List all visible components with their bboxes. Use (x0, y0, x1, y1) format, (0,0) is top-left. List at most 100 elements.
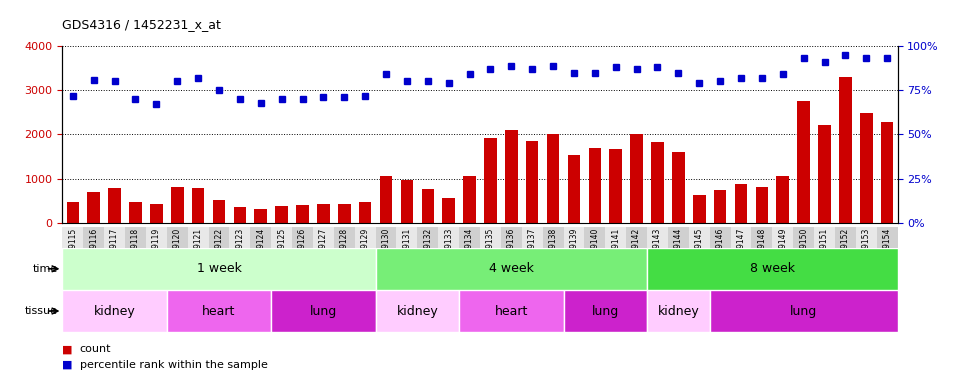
Bar (777, 176, 789, 223)
Text: GSM949144: GSM949144 (674, 228, 683, 274)
Bar (62, 227, 84, 250)
Bar (709, 227, 731, 250)
Bar (731, 227, 752, 250)
Text: GSM949146: GSM949146 (715, 228, 725, 274)
Text: GSM949153: GSM949153 (862, 228, 871, 274)
Text: GSM949127: GSM949127 (319, 228, 328, 274)
Bar (380, 176, 393, 223)
Text: kidney: kidney (658, 305, 699, 318)
Text: GSM949117: GSM949117 (110, 228, 119, 274)
Bar (839, 76, 852, 223)
Text: kidney: kidney (94, 305, 135, 318)
Bar (62, 290, 167, 332)
Bar (567, 155, 580, 223)
Bar (631, 134, 643, 223)
Text: GSM949136: GSM949136 (507, 228, 516, 274)
Text: GSM949115: GSM949115 (68, 228, 78, 274)
Text: GSM949129: GSM949129 (361, 228, 370, 274)
Text: GSM949122: GSM949122 (214, 228, 224, 274)
Text: percentile rank within the sample: percentile rank within the sample (80, 360, 268, 370)
Bar (167, 227, 188, 250)
Bar (501, 227, 522, 250)
Bar (672, 152, 684, 223)
Text: GSM949120: GSM949120 (173, 228, 181, 274)
Text: kidney: kidney (396, 305, 438, 318)
Text: 1 week: 1 week (197, 262, 241, 275)
Bar (87, 192, 100, 223)
Bar (459, 227, 480, 250)
Bar (480, 227, 501, 250)
Bar (526, 141, 539, 223)
Bar (359, 202, 372, 223)
Text: GSM949148: GSM949148 (757, 228, 766, 274)
Text: GSM949121: GSM949121 (194, 228, 203, 274)
Text: GSM949131: GSM949131 (402, 228, 412, 274)
Bar (125, 227, 146, 250)
Bar (505, 130, 517, 223)
Bar (693, 195, 706, 223)
Text: GSM949149: GSM949149 (779, 228, 787, 274)
Text: GSM949116: GSM949116 (89, 228, 98, 274)
Bar (756, 187, 768, 223)
Text: GSM949154: GSM949154 (882, 228, 892, 274)
Bar (564, 290, 647, 332)
Text: time: time (33, 264, 58, 274)
Bar (272, 227, 292, 250)
Bar (313, 227, 334, 250)
Text: GSM949130: GSM949130 (381, 228, 391, 274)
Bar (856, 227, 876, 250)
Text: tissue: tissue (25, 306, 58, 316)
Bar (297, 205, 309, 223)
Bar (668, 227, 689, 250)
Bar (835, 227, 856, 250)
Bar (108, 188, 121, 223)
Bar (272, 290, 375, 332)
Text: GSM949134: GSM949134 (465, 228, 474, 274)
Bar (647, 227, 668, 250)
Bar (734, 184, 747, 223)
Bar (522, 227, 542, 250)
Bar (814, 227, 835, 250)
Bar (881, 122, 894, 223)
Bar (818, 125, 830, 223)
Bar (418, 227, 438, 250)
Text: GSM949142: GSM949142 (632, 228, 641, 274)
Text: GSM949119: GSM949119 (152, 228, 161, 274)
Bar (375, 248, 647, 290)
Text: GSM949141: GSM949141 (612, 228, 620, 274)
Text: lung: lung (310, 305, 337, 318)
Text: GSM949125: GSM949125 (277, 228, 286, 274)
Bar (647, 248, 898, 290)
Bar (192, 188, 204, 223)
Text: 4 week: 4 week (489, 262, 534, 275)
Bar (254, 209, 267, 223)
Text: GSM949139: GSM949139 (569, 228, 579, 274)
Bar (375, 290, 459, 332)
Bar (585, 227, 606, 250)
Bar (130, 202, 142, 223)
Text: GSM949150: GSM949150 (799, 228, 808, 274)
Bar (84, 227, 104, 250)
Bar (564, 227, 585, 250)
Text: GDS4316 / 1452231_x_at: GDS4316 / 1452231_x_at (62, 18, 221, 31)
Bar (464, 176, 476, 223)
Text: GSM949145: GSM949145 (695, 228, 704, 274)
Bar (860, 113, 873, 223)
Bar (167, 290, 272, 332)
Bar (421, 189, 434, 223)
Bar (276, 206, 288, 223)
Bar (752, 227, 773, 250)
Bar (547, 134, 560, 223)
Text: ■: ■ (62, 344, 73, 354)
Text: GSM949126: GSM949126 (298, 228, 307, 274)
Text: count: count (80, 344, 111, 354)
Text: GSM949132: GSM949132 (423, 228, 432, 274)
Bar (146, 227, 167, 250)
Bar (375, 227, 396, 250)
Text: heart: heart (494, 305, 528, 318)
Bar (689, 227, 709, 250)
Bar (251, 227, 272, 250)
Bar (438, 227, 459, 250)
Bar (208, 227, 229, 250)
Text: GSM949140: GSM949140 (590, 228, 599, 274)
